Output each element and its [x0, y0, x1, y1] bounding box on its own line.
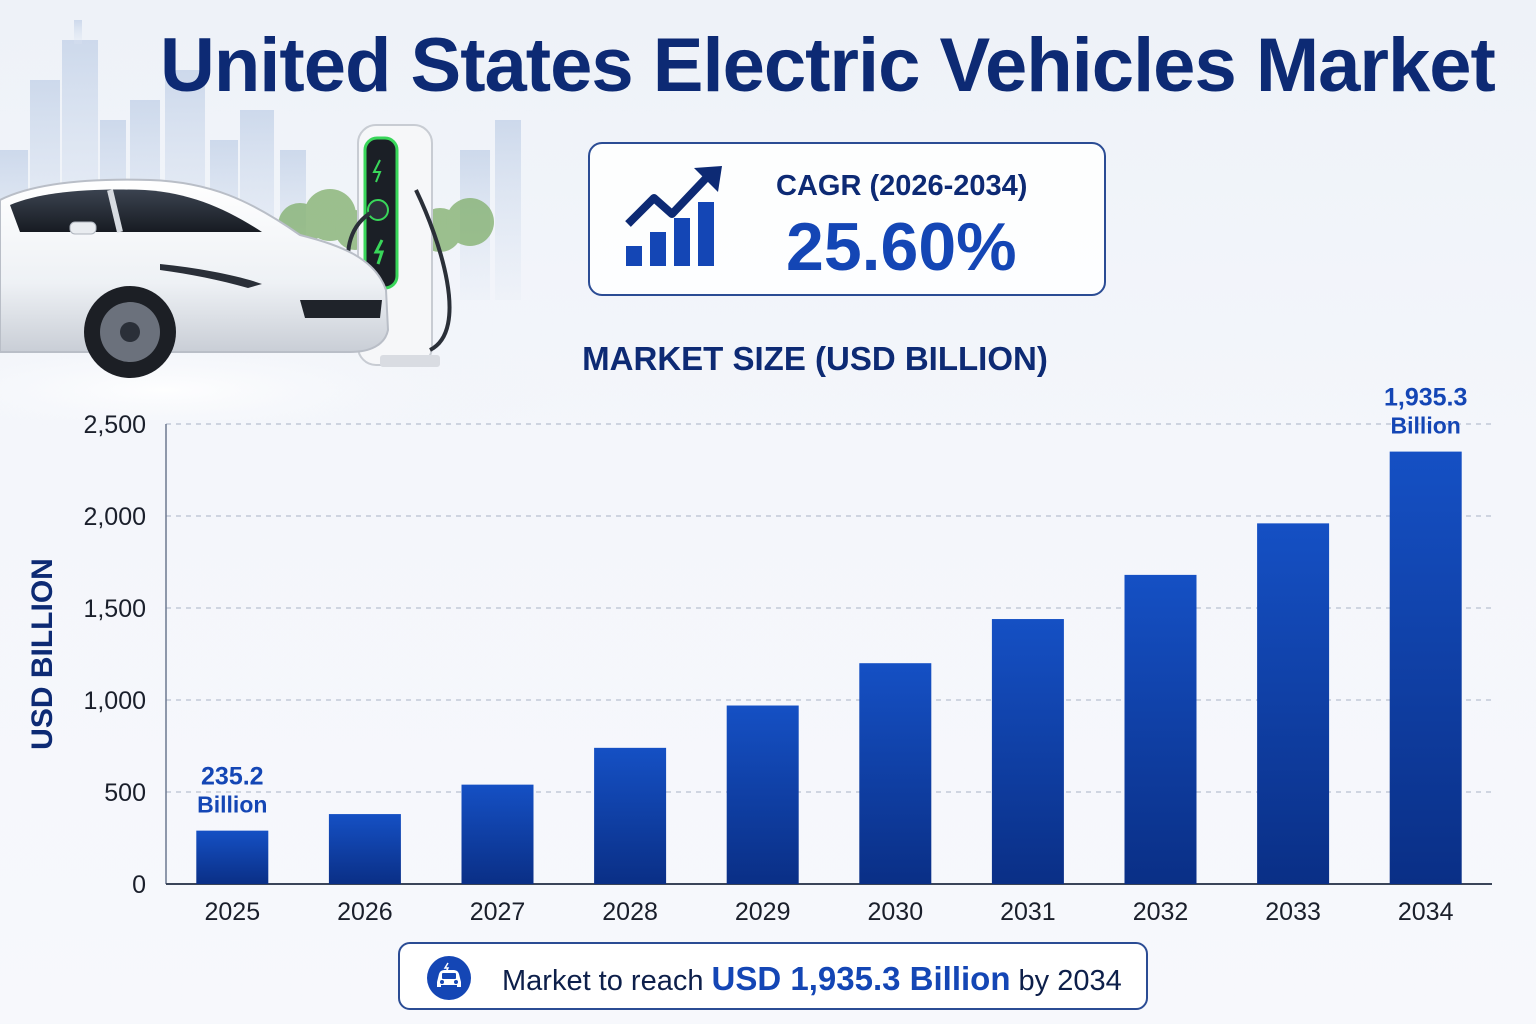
bar-chart: 0 500 1,000 1,500 2,000 2,500 USD BILLION 2025 2…	[26, 384, 1492, 926]
data-label-unit: Billion	[197, 792, 267, 818]
data-label-value: 1,935.3	[1384, 384, 1467, 412]
chart-title: MARKET SIZE (USD BILLION)	[582, 340, 1048, 377]
data-label-value: 235.2	[201, 763, 264, 791]
page-title: United States Electric Vehicles Market	[160, 23, 1496, 108]
growth-chart-icon	[625, 166, 722, 266]
y-tick-label: 0	[132, 871, 146, 899]
bar-2028	[594, 747, 667, 884]
x-tick-label: 2034	[1398, 898, 1454, 926]
data-label-unit: Billion	[1391, 413, 1461, 439]
bar-2030	[859, 663, 932, 884]
cagr-label: CAGR (2026-2034)	[776, 170, 1028, 202]
bar-2027	[461, 784, 534, 884]
car-icon	[427, 956, 471, 1000]
bar-2025	[196, 830, 269, 884]
bar-2032	[1124, 574, 1197, 884]
y-tick-label: 2,500	[83, 411, 146, 439]
x-tick-label: 2026	[337, 898, 393, 926]
bar-2033	[1257, 523, 1330, 884]
x-tick-label: 2029	[735, 898, 791, 926]
y-tick-label: 1,500	[83, 595, 146, 623]
x-tick-label: 2025	[204, 898, 260, 926]
cagr-card: CAGR (2026-2034) 25.60%	[588, 142, 1106, 296]
x-tick-label: 2028	[602, 898, 658, 926]
x-tick-label: 2027	[470, 898, 526, 926]
bar-2026	[328, 814, 401, 884]
y-tick-label: 1,000	[83, 687, 146, 715]
footer-prefix: Market to reach	[502, 965, 704, 997]
bar-2029	[726, 705, 799, 884]
bar-2031	[991, 619, 1064, 884]
x-tick-label: 2033	[1265, 898, 1321, 926]
footer-callout: Market to reach USD 1,935.3 Billion by 2…	[398, 942, 1148, 1010]
bar-2034	[1389, 451, 1462, 884]
y-axis-title: USD BILLION	[26, 558, 59, 750]
x-tick-label: 2030	[867, 898, 923, 926]
y-tick-label: 500	[104, 779, 146, 807]
footer-highlight: USD 1,935.3 Billion	[711, 960, 1011, 997]
ev-hero-illustration	[0, 20, 560, 420]
y-tick-label: 2,000	[83, 503, 146, 531]
x-tick-label: 2031	[1000, 898, 1056, 926]
footer-text: Market to reach USD 1,935.3 Billion by 2…	[502, 960, 1122, 998]
cagr-value: 25.60%	[786, 209, 1017, 285]
electric-car	[0, 178, 390, 378]
x-tick-label: 2032	[1133, 898, 1189, 926]
footer-suffix: by 2034	[1018, 965, 1122, 997]
